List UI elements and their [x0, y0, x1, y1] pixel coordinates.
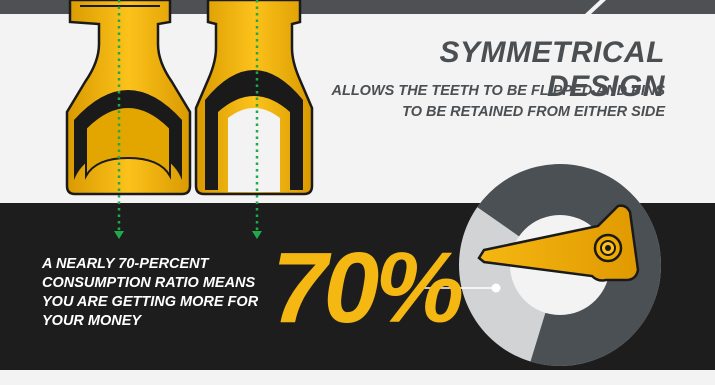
tooth-left-illustration: [65, 0, 192, 196]
guide-arrow-right: [252, 231, 262, 239]
guide-arrow-left: [114, 231, 124, 239]
percent-figure: 70%: [272, 232, 464, 344]
tooth-tip-illustration: [477, 204, 640, 282]
connector-dot: [491, 283, 501, 293]
design-title: SYMMETRICAL DESIGN: [439, 36, 665, 103]
design-description: ALLOWS THE TEETH TO BE FLIPPED AND PINS …: [331, 83, 665, 120]
footer-strip: [0, 370, 715, 385]
top-band: [0, 0, 715, 14]
header-divider: [585, 0, 606, 14]
tooth-right-illustration: [194, 0, 314, 196]
consumption-ratio-text: A NEARLY 70-PERCENT CONSUMPTION RATIO ME…: [42, 256, 259, 329]
